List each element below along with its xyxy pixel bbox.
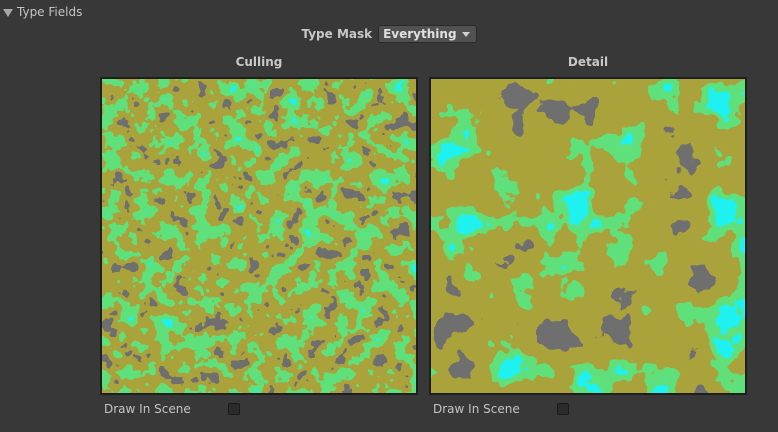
detail-draw-in-scene-row: Draw In Scene [431, 400, 749, 418]
type-mask-row: Type Mask Everything [0, 24, 778, 44]
culling-noise-texture [102, 79, 416, 393]
detail-draw-in-scene-label: Draw In Scene [433, 402, 520, 416]
detail-draw-in-scene-checkbox[interactable] [557, 403, 569, 415]
detail-title: Detail [567, 55, 609, 69]
culling-preview [100, 77, 418, 395]
culling-title: Culling [235, 55, 283, 69]
type-mask-label: Type Mask [301, 27, 373, 41]
caret-down-icon [461, 31, 470, 37]
triangle-down-icon[interactable] [3, 8, 13, 17]
culling-draw-in-scene-row: Draw In Scene [102, 400, 420, 418]
type-mask-dropdown[interactable]: Everything [378, 25, 477, 43]
culling-draw-in-scene-label: Draw In Scene [104, 402, 191, 416]
type-mask-value: Everything [383, 27, 457, 41]
foldout-label: Type Fields [17, 5, 83, 19]
detail-preview [429, 77, 747, 395]
detail-noise-texture [431, 79, 745, 393]
culling-draw-in-scene-checkbox[interactable] [228, 403, 240, 415]
type-fields-foldout[interactable]: Type Fields [3, 3, 82, 21]
